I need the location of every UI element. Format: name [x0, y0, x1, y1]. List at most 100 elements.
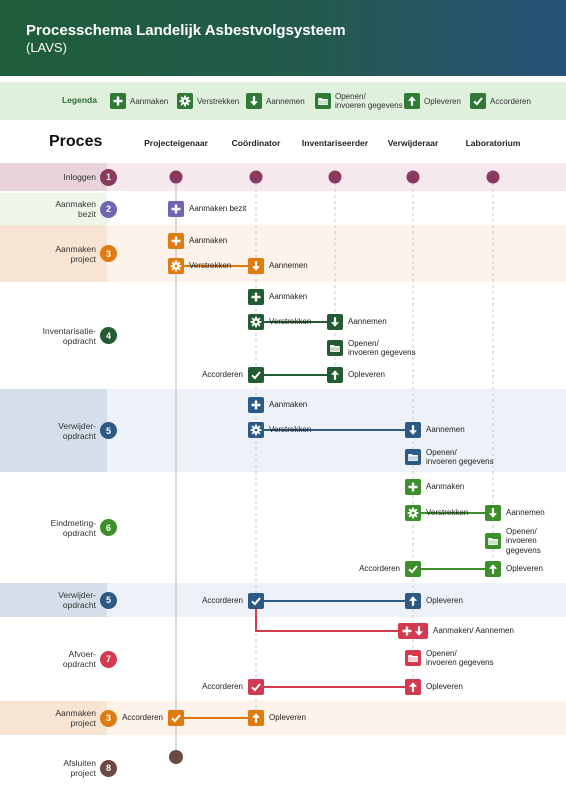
step-label: Aanmaken bezit: [189, 204, 247, 214]
arrow-down-icon: [246, 93, 262, 109]
arrow-up-icon: [327, 367, 343, 383]
login-dot: [406, 170, 420, 184]
step-label: Verstrekken: [426, 508, 469, 518]
gear-icon: [405, 505, 421, 521]
legend-label: Legenda: [62, 95, 97, 105]
step-label: Aanmaken/ Aannemen: [433, 626, 514, 636]
legend-item-label: Opleveren: [424, 96, 461, 106]
legend-item-plus: Aanmaken: [110, 91, 168, 111]
lane-header-1: Coördinator: [231, 138, 281, 148]
step-label: Accorderen: [202, 682, 243, 692]
row-label: Aanmaken project: [55, 243, 96, 264]
legend-item-label: Verstrekken: [197, 96, 240, 106]
folder-icon: [405, 650, 421, 666]
step-number-badge: 6: [100, 519, 117, 536]
lane-header-2: Inventariseerder: [301, 138, 369, 148]
step-label: Aannemen: [269, 261, 308, 271]
row-label: Inloggen: [63, 172, 96, 182]
step-label: Accorderen: [359, 564, 400, 574]
row-label: Aanmaken bezit: [55, 199, 96, 219]
legend: Legenda Aanmaken Verstrekken Aannemen Opene…: [0, 82, 566, 120]
step-label: Aannemen: [426, 425, 465, 435]
step-number-badge: 2: [100, 200, 117, 218]
folder-icon: [315, 93, 331, 109]
step-label: Verstrekken: [269, 317, 312, 327]
plus-icon: [110, 93, 126, 109]
step-label: Verstrekken: [269, 425, 312, 435]
row-band-1: [0, 163, 566, 191]
row-band-10: [0, 735, 566, 801]
step-label: Aanmaken: [426, 482, 465, 492]
check-icon: [168, 710, 184, 726]
step-number-badge: 1: [100, 168, 117, 186]
arrow-down-icon: [248, 258, 264, 274]
lane-header-3: Verwijderaar: [387, 138, 439, 148]
row-band-9: [0, 701, 566, 735]
arrow-down-icon: [327, 314, 343, 330]
gear-icon: [168, 258, 184, 274]
step-number-badge: 7: [100, 650, 117, 668]
folder-icon: [485, 533, 501, 549]
row-label: Aanmaken project: [55, 708, 96, 728]
legend-item-gear: Verstrekken: [177, 91, 239, 111]
legend-item-arrow-down: Aannemen: [246, 91, 305, 111]
step-number-badge: 8: [100, 759, 117, 777]
page-subtitle: (LAVS): [26, 40, 67, 55]
row-label: Inventarisatie- opdracht: [42, 325, 96, 346]
plus-icon: [248, 397, 264, 413]
legend-item-label: Openen/ invoeren gegevens: [335, 92, 403, 110]
gear-icon: [248, 422, 264, 438]
legend-item-arrow-up: Opleveren: [404, 91, 461, 111]
folder-icon: [327, 340, 343, 356]
login-dot: [249, 170, 263, 184]
arrow-up-icon: [485, 561, 501, 577]
plus-icon: [168, 201, 184, 217]
row-band-6: [0, 472, 566, 583]
step-number-badge: 3: [100, 245, 117, 262]
step-label: Opleveren: [269, 713, 306, 723]
arrow-down-icon: [485, 505, 501, 521]
arrow-up-icon: [405, 593, 421, 609]
step-label: Openen/ invoeren gegevens: [426, 648, 494, 668]
step-label: Aanmaken: [269, 400, 308, 410]
arrow-down-icon: [405, 422, 421, 438]
login-dot: [169, 170, 183, 184]
arrow-up-icon: [248, 710, 264, 726]
check-icon: [248, 679, 264, 695]
end-dot: [169, 750, 183, 764]
legend-item-label: Accorderen: [490, 96, 531, 106]
legend-item-label: Aannemen: [266, 96, 305, 106]
step-number-badge: 3: [100, 709, 117, 727]
legend-item-check: Accorderen: [470, 91, 531, 111]
legend-item-folder: Openen/ invoeren gegevens: [315, 91, 403, 111]
row-band-4: [0, 282, 566, 389]
lane-header-4: Laboratorium: [465, 138, 521, 148]
step-number-badge: 5: [100, 422, 117, 439]
plus-icon: [168, 233, 184, 249]
step-label: Accorderen: [202, 370, 243, 380]
step-label: Openen/ invoeren gegevens: [348, 338, 416, 358]
login-dot: [328, 170, 342, 184]
step-label: Opleveren: [426, 682, 463, 692]
step-label: Opleveren: [348, 370, 385, 380]
step-label: Aannemen: [506, 508, 545, 518]
gear-icon: [177, 93, 193, 109]
row-label: Verwijder- opdracht: [58, 420, 96, 441]
check-icon: [470, 93, 486, 109]
login-dot: [486, 170, 500, 184]
connector-red: [255, 609, 398, 632]
step-label: Accorderen: [122, 713, 163, 723]
gear-icon: [248, 314, 264, 330]
row-label: Verwijder- opdracht: [58, 590, 96, 610]
row-label: Eindmeting- opdracht: [50, 517, 96, 538]
step-label: Accorderen: [202, 596, 243, 606]
arrow-up-icon: [405, 679, 421, 695]
step-label: Opleveren: [506, 564, 543, 574]
plus-arrow-icon: [398, 623, 428, 639]
check-icon: [248, 593, 264, 609]
step-label: Openen/ invoeren gegevens: [426, 447, 494, 467]
row-band-3: [0, 225, 566, 282]
lane-header-0: Projecteigenaar: [144, 138, 208, 148]
folder-icon: [405, 449, 421, 465]
